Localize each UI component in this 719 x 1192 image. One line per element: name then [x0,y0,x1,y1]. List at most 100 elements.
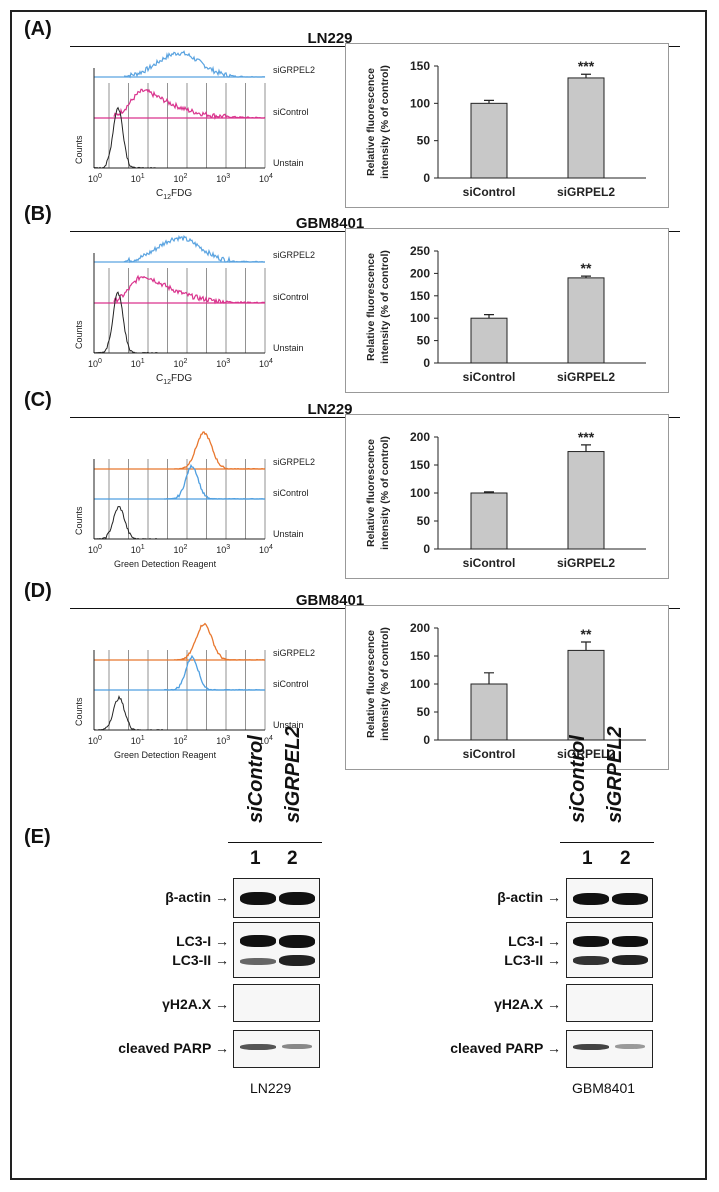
row-label-lc3-i-gbm8401: LC3-I → [508,933,561,949]
significance-marker: *** [578,429,595,445]
bar-sigrpel2 [567,451,605,550]
y-tick-label: 250 [410,244,430,258]
blot-beta-actin-gbm8401 [566,878,653,918]
tick-label: 104 [259,358,273,369]
panel-c-bar-svg: 0 50 100 150 200 Relative fluorescence intensi… [365,429,646,570]
cell-name-gbm8401: GBM8401 [572,1080,636,1096]
panel-d-histogram-sigrpel2 [173,622,265,661]
tick-label: 100 [88,358,102,369]
row-label-cleaved-parp-ln229: cleaved PARP → [118,1040,229,1056]
band [573,1044,609,1050]
panel-c-flow-histogram: 100 101 102 103 104 Green Detection Reagent Co… [74,431,315,569]
error-bar-sigrpel2 [581,641,591,651]
panel-b-histogram-sicontrol [113,274,266,305]
tick-label: 102 [174,544,188,555]
panel-d-title: GBM8401 [295,592,365,609]
panel-b-bar-chart: 0 50 100 150 200 250 Relative fluorescence inte… [345,228,669,393]
band [612,955,648,965]
blot-cleaved-parp-ln229 [233,1030,320,1068]
panel-b-letter: (B) [24,203,52,225]
y-tick-label: 0 [423,356,430,370]
panel-b-bar-ylabel-2: intensity (% of control) [379,250,391,364]
panel-d-bar-svg: 0 50 100 150 200 Relative fluorescence intensi… [365,621,646,761]
bar-sicontrol [470,317,508,364]
y-tick-label: 50 [417,705,431,719]
tick-label: 103 [216,735,230,746]
panel-a-histogram-sigrpel2 [123,50,266,79]
panel-c-bar-ylabel-1: Relative fluorescence [365,439,377,547]
panel-d-histogram-sicontrol [163,654,265,691]
y-tick-label: 50 [417,514,431,528]
error-bar-sicontrol [484,672,494,684]
lane-label-sigrpel2-gbm8401: siGRPEL2 [604,726,626,823]
panel-letter-e: (E) [24,826,51,848]
band [240,892,276,905]
blot-h2ax-ln229 [233,984,320,1022]
y-tick-label: 0 [423,171,430,185]
error-bar-sicontrol [484,99,494,104]
blot-h2ax-gbm8401 [566,984,653,1022]
lane-label-sicontrol-ln229: siControl [245,735,267,823]
panel-b-histogram-unstain [93,291,159,354]
bar-sigrpel2 [567,277,605,364]
panel-a-flow-ylabel: Counts [74,135,84,164]
row-label-beta-actin-gbm8401: β-actin → [497,889,561,905]
panel-d-letter: (D) [24,580,52,602]
band [240,935,276,947]
x-tick-label: siControl [463,747,516,761]
panel-b-title: GBM8401 [295,215,365,232]
y-tick-label: 100 [410,486,430,500]
row-label-h2ax-gbm8401: γH2A.X → [494,996,561,1012]
panel-a-bar-ylabel-2: intensity (% of control) [379,65,391,179]
band [573,893,609,905]
band [240,1044,276,1050]
panel-c-bar-ylabel-2: intensity (% of control) [379,436,391,550]
error-bar-sigrpel2 [581,275,591,278]
x-tick-label: siControl [463,370,516,384]
blot-lc3-ln229 [233,922,320,978]
x-tick-label: siGRPEL2 [557,185,615,199]
tick-label: 101 [131,544,145,555]
band [612,893,648,905]
bar-sigrpel2 [567,649,605,741]
panel-b-flow-histogram: 100 101 102 103 104 C12FDG Counts siGRPEL2 siCon… [74,235,315,386]
panel-a-letter: (A) [24,18,52,40]
bar-sigrpel2 [567,77,605,179]
blot-beta-actin-ln229 [233,878,320,918]
y-tick-label: 100 [410,311,430,325]
flow-label-unstain: Unstain [273,720,304,730]
y-tick-label: 150 [410,59,430,73]
x-tick-label: siControl [463,556,516,570]
panel-d-bar-chart: 0 50 100 150 200 Relative fluorescence intensi… [345,605,669,770]
row-label-lc3-i-ln229: LC3-I → [176,933,229,949]
tick-label: 103 [216,173,230,184]
x-tick-label: siGRPEL2 [557,747,615,761]
lane-rule-gbm8401 [560,842,654,843]
y-tick-label: 150 [410,649,430,663]
flow-label-sicontrol: siControl [273,107,309,117]
flow-label-unstain: Unstain [273,343,304,353]
panel-c-bar-chart: 0 50 100 150 200 Relative fluorescence intensi… [345,414,669,579]
band [240,958,276,965]
tick-label: 101 [131,173,145,184]
tick-label: 100 [88,544,102,555]
y-tick-label: 200 [410,266,430,280]
y-tick-label: 200 [410,621,430,635]
y-tick-label: 100 [410,96,430,110]
tick-label: 100 [88,173,102,184]
flow-label-sicontrol: siControl [273,679,309,689]
y-tick-label: 150 [410,458,430,472]
band [573,936,609,947]
y-tick-label: 0 [423,542,430,556]
panel-a-flow-histogram: 100 101 102 103 104 C12FDG Counts siGRPEL2 siCon… [74,50,315,201]
panel-c-title: LN229 [307,401,353,418]
panel-c-letter: (C) [24,389,52,411]
band [279,935,315,948]
tick-label: 102 [174,735,188,746]
tick-label: 102 [174,358,188,369]
lane-rule-ln229 [228,842,322,843]
band [282,1044,312,1049]
panel-d-bar-ylabel-2: intensity (% of control) [379,627,391,741]
row-label-beta-actin-ln229: β-actin → [165,889,229,905]
y-tick-label: 50 [417,334,431,348]
